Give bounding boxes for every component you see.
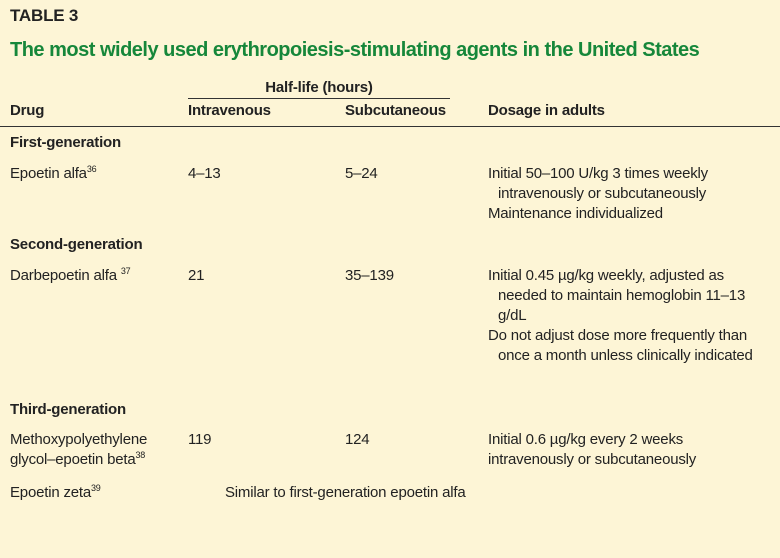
rule xyxy=(0,126,780,127)
column-header: Subcutaneous xyxy=(345,102,446,119)
section-name: Third-generation xyxy=(10,401,126,418)
drug-name: Epoetin zeta xyxy=(10,484,91,501)
dosage-line: Initial 50–100 U/kg 3 times weekly intra… xyxy=(488,165,708,202)
table-title: The most widely used erythropoiesis-stim… xyxy=(10,39,700,61)
dosage: Initial 0.45 µg/kg weekly, adjusted as n… xyxy=(488,266,760,366)
ref: 37 xyxy=(120,266,131,276)
cell: 4–13 xyxy=(188,165,221,182)
cell: 5–24 xyxy=(345,165,378,182)
dosage-line: Do not adjust dose more frequently than … xyxy=(488,327,753,364)
dosage: Initial 50–100 U/kg 3 times weekly intra… xyxy=(488,164,766,224)
column-header: Intravenous xyxy=(188,102,271,119)
note: Similar to first-generation epoetin alfa xyxy=(225,484,466,501)
dosage-line: Initial 0.6 µg/kg every 2 weeks intraven… xyxy=(488,431,697,468)
section-name: Second-generation xyxy=(10,236,143,253)
drug: Methoxypolyethylene glycol–epoetin beta3… xyxy=(10,430,182,470)
ref: 39 xyxy=(91,483,101,493)
dosage-line: Initial 0.45 µg/kg weekly, adjusted as n… xyxy=(488,267,746,324)
cell: 35–139 xyxy=(345,267,394,284)
drug: Epoetin zeta39 xyxy=(10,483,101,503)
table-label: TABLE 3 xyxy=(10,6,79,25)
ref: 36 xyxy=(86,164,97,174)
cell: 119 xyxy=(188,431,212,448)
ref: 38 xyxy=(135,450,146,460)
section-name: First-generation xyxy=(10,134,121,151)
rule xyxy=(188,98,450,99)
drug: Darbepoetin alfa 37 xyxy=(10,266,131,286)
drug-name: Methoxypolyethylene glycol–epoetin beta xyxy=(10,431,148,468)
cell: 21 xyxy=(188,267,205,284)
cell: 124 xyxy=(345,431,370,448)
dosage-line: Maintenance individualized xyxy=(488,205,663,222)
group-header: Half-life (hours) xyxy=(265,79,373,96)
column-header: Dosage in adults xyxy=(488,102,605,119)
column-header: Drug xyxy=(10,102,45,119)
drug-name: Epoetin alfa xyxy=(10,165,87,182)
drug: Epoetin alfa36 xyxy=(10,164,97,184)
drug-name: Darbepoetin alfa xyxy=(10,267,117,284)
